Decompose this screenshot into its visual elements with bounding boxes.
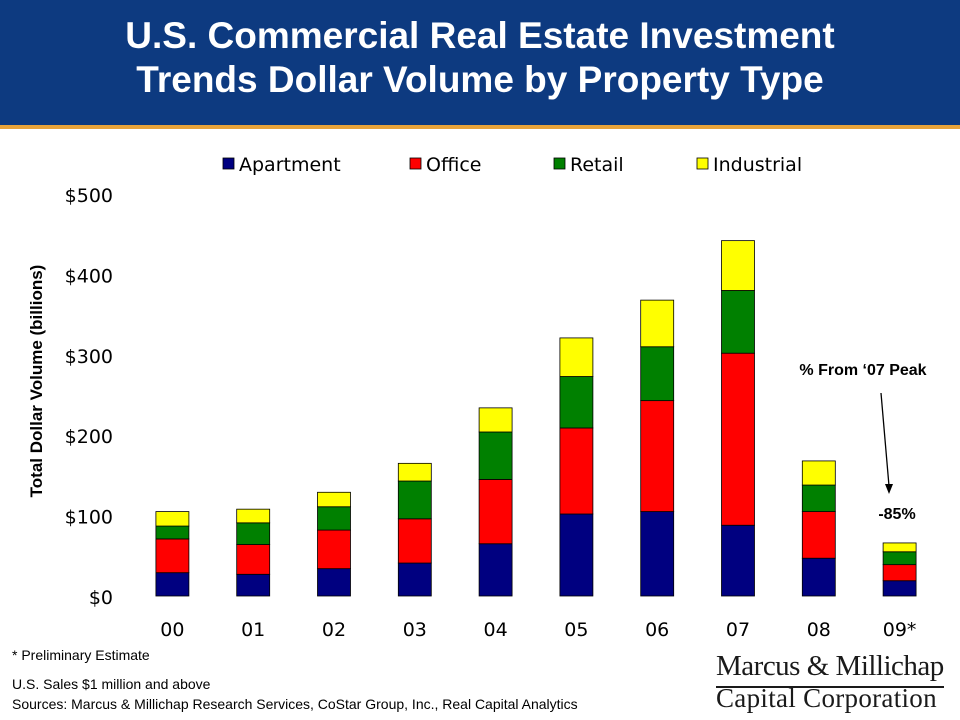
sources-note: Sources: Marcus & Millichap Research Ser…	[12, 696, 578, 712]
bar-segment-office-06	[640, 400, 675, 512]
x-tick-label: 02	[322, 619, 346, 640]
scope-note: U.S. Sales $1 million and above	[12, 676, 211, 692]
bar-segment-apartment-06	[640, 511, 675, 597]
bar-segment-industrial-08	[801, 460, 836, 486]
chart-legend: Apartment Office Retail Industrial	[222, 154, 802, 176]
bar-segment-office-07	[721, 352, 755, 526]
bar-segment-office-04	[478, 479, 513, 545]
bar-segment-office-01	[236, 544, 271, 575]
y-tick-label: $300	[65, 346, 113, 368]
title-banner	[0, 0, 960, 125]
x-axis: 00 01 02 03 04 05 06 07 08 09*	[160, 619, 916, 640]
legend-swatch-retail	[553, 157, 566, 170]
annotations: % From ‘07 Peak -85%	[799, 362, 926, 523]
bar-segment-industrial-01	[236, 508, 271, 524]
legend-swatch-industrial	[696, 157, 709, 170]
bar-segment-industrial-07	[721, 240, 755, 291]
bar-segment-apartment-01	[236, 573, 271, 597]
bar-segment-office-03	[397, 518, 432, 564]
y-axis-title: Total Dollar Volume (billions)	[27, 265, 46, 498]
logo-line-2: Capital Corporation	[716, 683, 937, 713]
bar-segment-retail-07	[721, 290, 755, 354]
annotation-arrow-head	[885, 484, 893, 494]
y-tick-label: $400	[65, 265, 113, 287]
preliminary-note: * Preliminary Estimate	[12, 647, 150, 663]
legend-swatch-office	[409, 157, 422, 170]
x-tick-label: 08	[807, 619, 831, 640]
bar-segment-apartment-09	[882, 580, 917, 597]
legend-label-apartment: Apartment	[239, 154, 341, 176]
title-line-1: U.S. Commercial Real Estate Investment	[125, 15, 835, 56]
page-title: U.S. Commercial Real Estate Investment T…	[0, 14, 960, 102]
bar-segment-office-05	[559, 427, 594, 515]
title-line-2: Trends Dollar Volume by Property Type	[136, 59, 824, 100]
x-tick-label: 00	[160, 619, 184, 640]
bar-segment-apartment-04	[478, 543, 513, 597]
stacked-bar-chart: Apartment Office Retail Industrial $0 $100 $2…	[27, 154, 927, 640]
x-tick-label: 06	[645, 619, 669, 640]
x-tick-label: 01	[241, 619, 265, 640]
bar-segment-office-09	[882, 564, 917, 582]
x-tick-label: 09*	[883, 619, 917, 640]
bar-segment-apartment-02	[317, 568, 351, 597]
bar-segment-industrial-05	[559, 337, 594, 377]
bar-segment-retail-03	[397, 480, 432, 520]
bar-segment-office-08	[801, 511, 836, 559]
bar-segment-apartment-03	[397, 562, 432, 597]
bar-segment-industrial-09	[882, 542, 917, 553]
legend-label-office: Office	[426, 154, 481, 176]
y-axis: $0 $100 $200 $300 $400 $500	[65, 185, 113, 609]
bar-segment-apartment-07	[721, 524, 755, 597]
legend-swatch-apartment	[222, 157, 235, 170]
bars	[155, 240, 917, 597]
bar-segment-industrial-04	[478, 407, 513, 433]
bar-segment-retail-05	[559, 376, 594, 429]
bar-segment-retail-08	[801, 484, 836, 512]
title-underline	[0, 125, 960, 129]
logo-line-1: Marcus & Millichap	[716, 650, 944, 682]
bar-segment-office-02	[317, 529, 351, 570]
x-tick-label: 07	[726, 619, 750, 640]
bar-segment-retail-00	[155, 525, 190, 540]
y-tick-label: $500	[65, 185, 113, 207]
bar-segment-apartment-08	[801, 557, 836, 597]
x-tick-label: 04	[484, 619, 508, 640]
x-tick-label: 03	[403, 619, 427, 640]
bar-segment-retail-09	[882, 551, 917, 566]
bar-segment-retail-04	[478, 431, 513, 480]
bar-segment-apartment-00	[155, 572, 190, 597]
peak-annotation: % From ‘07 Peak	[799, 362, 926, 379]
bar-segment-industrial-02	[317, 491, 351, 508]
bar-segment-retail-01	[236, 522, 271, 545]
x-tick-label: 05	[564, 619, 588, 640]
company-logo: Marcus & Millichap Capital Corporation	[716, 650, 948, 714]
y-tick-label: $0	[89, 587, 113, 609]
bar-segment-retail-02	[317, 506, 351, 531]
bar-segment-industrial-03	[397, 462, 432, 482]
legend-label-retail: Retail	[570, 154, 624, 176]
bar-segment-industrial-00	[155, 511, 190, 527]
bar-segment-industrial-06	[640, 299, 675, 348]
bar-segment-office-00	[155, 538, 190, 574]
bar-segment-apartment-05	[559, 513, 594, 597]
y-tick-label: $200	[65, 426, 113, 448]
legend-label-industrial: Industrial	[713, 154, 802, 176]
y-tick-label: $100	[65, 507, 113, 529]
bar-segment-retail-06	[640, 346, 675, 402]
annotation-arrow-line	[880, 392, 890, 487]
logo-rule	[716, 686, 944, 688]
change-annotation: -85%	[878, 506, 915, 523]
